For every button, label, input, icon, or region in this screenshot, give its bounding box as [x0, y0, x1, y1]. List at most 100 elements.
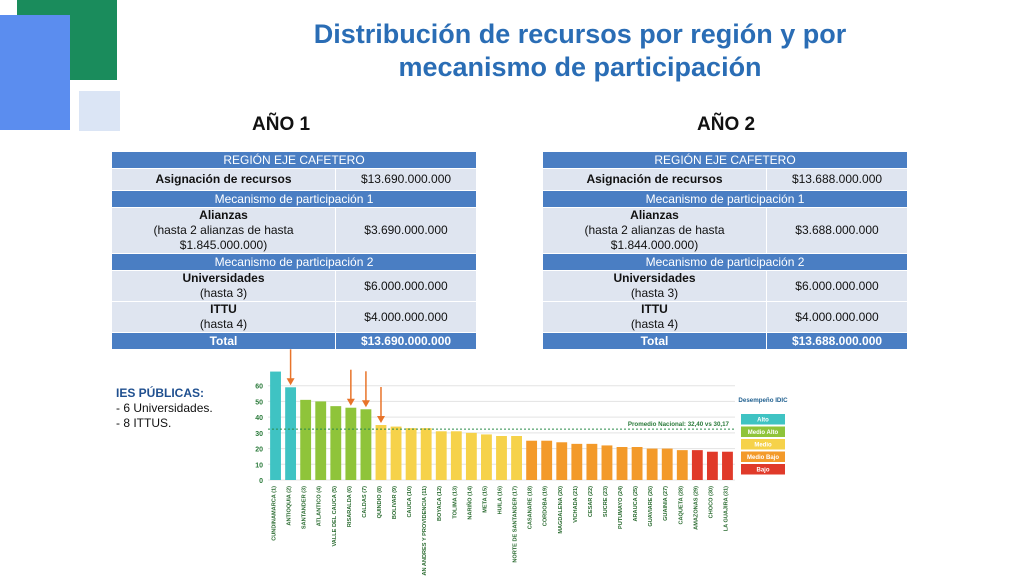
table-region-row: REGIÓN EJE CAFETERO	[111, 151, 477, 169]
legend-swatch	[741, 414, 785, 425]
ies-title: IES PÚBLICAS:	[116, 386, 205, 400]
bar	[345, 407, 357, 480]
x-tick-label: CAQUETA (28)	[678, 486, 684, 525]
table-section-row: Mecanismo de participación 1	[111, 190, 477, 208]
alianzas-title: Alianzas	[199, 208, 248, 222]
bar	[616, 447, 628, 480]
x-tick-label: PUTUMAYO (24)	[618, 486, 624, 529]
bar	[496, 436, 507, 480]
ittu-cell: ITTU (hasta 4)	[111, 301, 336, 333]
bar	[722, 451, 733, 480]
bar	[450, 431, 462, 480]
x-tick-label: VALLE DEL CAUCA (5)	[332, 486, 338, 547]
ittu-sub: (hasta 4)	[199, 317, 248, 331]
bar	[586, 443, 598, 480]
ittu-title: ITTU	[210, 302, 237, 316]
title-line-2: mecanismo de participación	[398, 52, 762, 82]
y-tick-label: 60	[255, 384, 263, 391]
universidades-cell: Universidades (hasta 3)	[111, 270, 336, 302]
x-tick-label: ATLANTICO (4)	[317, 486, 323, 526]
total-label: Total	[111, 332, 336, 350]
bar	[375, 425, 387, 480]
legend-label: Medio Alto	[748, 430, 779, 436]
bar	[571, 443, 583, 480]
deco-blue-block	[0, 15, 70, 130]
x-tick-label: META (15)	[482, 486, 488, 513]
deco-light-block	[79, 91, 120, 131]
legend-label: Medio Bajo	[747, 455, 779, 461]
legend-swatch	[741, 451, 785, 462]
region-header: REGIÓN EJE CAFETERO	[111, 151, 477, 169]
bar	[481, 434, 492, 480]
bar	[300, 399, 312, 480]
bar	[526, 440, 538, 480]
bar	[330, 406, 342, 480]
table-total-row: Total $13.688.000.000	[542, 332, 908, 350]
total-value: $13.688.000.000	[766, 332, 908, 350]
table-total-row: Total $13.690.000.000	[111, 332, 477, 350]
table-row: Asignación de recursos $13.688.000.000	[542, 168, 908, 191]
x-tick-label: RISARALDA (6)	[347, 486, 353, 527]
resources-table-year-2: REGIÓN EJE CAFETERO Asignación de recurs…	[542, 151, 908, 350]
table-row: Universidades (hasta 3) $6.000.000.000	[111, 270, 477, 302]
page-title: Distribución de recursos por región y po…	[230, 18, 930, 84]
x-tick-label: CASANARE (18)	[528, 486, 534, 529]
x-tick-label: MAGDALENA (20)	[558, 486, 564, 534]
bar	[315, 401, 327, 480]
alianzas-detail: (hasta 2 alianzas de hasta	[153, 223, 294, 237]
y-tick-label: 50	[255, 399, 263, 406]
bar	[390, 426, 402, 480]
x-tick-label: CHOCO (30)	[708, 486, 714, 518]
ittu-sub: (hasta 4)	[630, 317, 679, 331]
alianzas-detail: (hasta 2 alianzas de hasta	[584, 223, 725, 237]
total-label: Total	[542, 332, 767, 350]
ies-item-universidades: - 6 Universidades.	[116, 401, 213, 415]
bar	[661, 448, 673, 480]
alianzas-amount: $1.844.000.000)	[610, 238, 699, 252]
x-tick-label: BOYACA (12)	[437, 486, 443, 521]
bar	[435, 431, 447, 480]
x-tick-label: NORTE DE SANTANDER (17)	[513, 486, 519, 563]
table-section-row: Mecanismo de participación 2	[111, 253, 477, 271]
bar	[270, 371, 281, 480]
universidades-sub: (hasta 3)	[199, 286, 248, 300]
legend-label: Bajo	[756, 468, 769, 474]
x-tick-label: CAUCA (10)	[407, 486, 413, 518]
alianzas-amount: $1.845.000.000)	[179, 238, 268, 252]
resources-table-year-1: REGIÓN EJE CAFETERO Asignación de recurs…	[111, 151, 477, 350]
bar	[676, 450, 688, 480]
ittu-title: ITTU	[641, 302, 668, 316]
asignacion-value: $13.690.000.000	[335, 168, 477, 191]
y-tick-label: 30	[255, 431, 263, 438]
year-1-label: AÑO 1	[252, 114, 311, 135]
table-section-row: Mecanismo de participación 1	[542, 190, 908, 208]
x-tick-label: ANTIOQUIA (2)	[287, 486, 293, 526]
highlight-arrow-head	[286, 378, 295, 386]
bar	[541, 440, 553, 480]
bar	[511, 436, 522, 480]
total-value: $13.690.000.000	[335, 332, 477, 350]
x-tick-label: CALDAS (7)	[362, 486, 368, 518]
alianzas-title: Alianzas	[630, 208, 679, 222]
mecanismo-2-header: Mecanismo de participación 2	[111, 253, 477, 271]
y-tick-label: 20	[255, 447, 263, 454]
x-tick-label: SUCRE (23)	[603, 486, 609, 517]
asignacion-value: $13.688.000.000	[766, 168, 908, 191]
bar	[631, 447, 643, 480]
x-tick-label: CUNDINAMARCA (1)	[272, 486, 278, 541]
universidades-title: Universidades	[613, 271, 696, 285]
mecanismo-1-header: Mecanismo de participación 1	[111, 190, 477, 208]
x-tick-label: GUAVIARE (26)	[648, 486, 654, 527]
x-tick-label: BOLIVAR (9)	[392, 486, 398, 519]
year-2-label: AÑO 2	[697, 114, 756, 135]
highlight-arrow-head	[376, 416, 385, 423]
bar	[285, 387, 297, 480]
ittu-cell: ITTU (hasta 4)	[542, 301, 767, 333]
x-tick-label: QUINDIO (8)	[377, 486, 383, 518]
bar	[420, 428, 432, 480]
x-tick-label: ARAUCA (25)	[633, 486, 639, 522]
legend-label: Medio	[754, 443, 772, 449]
mecanismo-2-header: Mecanismo de participación 2	[542, 253, 908, 271]
bar	[646, 448, 658, 480]
x-tick-label: AMAZONAS (29)	[693, 486, 699, 530]
